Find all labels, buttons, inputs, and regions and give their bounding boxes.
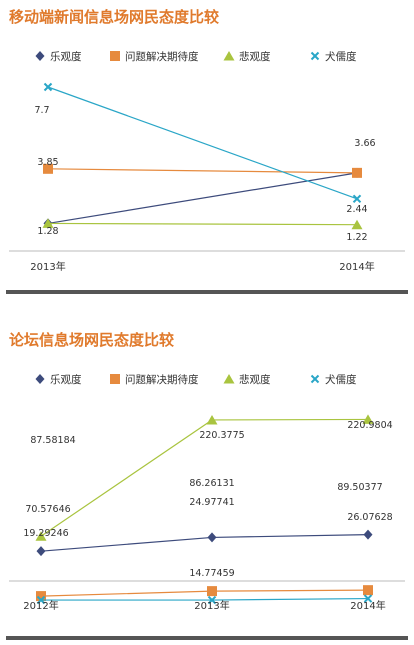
data-point bbox=[36, 591, 46, 602]
data-label: 3.66 bbox=[354, 138, 375, 149]
legend-entry: 乐观度 bbox=[50, 373, 82, 386]
series-line bbox=[41, 597, 369, 601]
chart-panel-forum: 论坛信息场网民态度比较乐观度 问题解决期待度 悲观度 犬儒度 70.57646 86.26… bbox=[0, 318, 414, 645]
data-point bbox=[207, 595, 217, 605]
data-label: 220.9804 bbox=[347, 420, 392, 431]
data-label: 1.22 bbox=[346, 232, 367, 243]
divider-bar bbox=[6, 636, 408, 640]
x-tick-label: 2013年 bbox=[194, 599, 229, 612]
data-label: 220.3775 bbox=[199, 430, 244, 441]
data-label: 87.58184 bbox=[30, 435, 75, 446]
data-label: 1.28 bbox=[37, 226, 58, 237]
legend-marker bbox=[110, 51, 120, 61]
data-point bbox=[43, 163, 53, 174]
legend-entry: 问题解决期待度 bbox=[125, 373, 199, 386]
data-point bbox=[363, 529, 373, 540]
divider-bar bbox=[6, 290, 408, 294]
x-tick-label: 2013年 bbox=[30, 260, 65, 273]
data-point bbox=[363, 594, 373, 603]
legend-entry: 问题解决期待度 bbox=[125, 50, 199, 63]
data-point bbox=[352, 167, 362, 178]
x-tick-label: 2014年 bbox=[350, 599, 385, 612]
legend-entry: 犬儒度 bbox=[325, 373, 357, 386]
series-line bbox=[47, 86, 358, 200]
data-point bbox=[36, 595, 46, 605]
data-label: 89.50377 bbox=[337, 482, 382, 493]
legend-entry: 悲观度 bbox=[239, 50, 271, 63]
data-label: 86.26131 bbox=[189, 478, 234, 489]
data-point bbox=[42, 218, 54, 228]
data-point bbox=[206, 414, 218, 425]
data-label: 24.97741 bbox=[189, 497, 234, 508]
data-point bbox=[362, 414, 374, 424]
legend-marker bbox=[310, 51, 320, 61]
legend-marker bbox=[35, 374, 45, 384]
legend-marker bbox=[110, 374, 120, 384]
data-point bbox=[351, 219, 363, 230]
data-label: 26.07628 bbox=[347, 512, 392, 523]
series-line bbox=[47, 222, 358, 226]
chart-panel-mobile: 移动端新闻信息场网民态度比较乐观度 问题解决期待度 悲观度 犬儒度 3.66 3.85 1.… bbox=[0, 0, 414, 300]
legend-marker bbox=[35, 51, 45, 61]
data-label: 19.29246 bbox=[23, 528, 68, 539]
data-point bbox=[36, 546, 46, 557]
x-tick-label: 2012年 bbox=[23, 599, 58, 612]
legend-marker bbox=[223, 374, 235, 384]
data-label: 70.57646 bbox=[25, 504, 70, 515]
data-label: 7.7 bbox=[34, 105, 49, 116]
series-line bbox=[40, 533, 369, 552]
chart-title: 移动端新闻信息场网民态度比较 bbox=[9, 8, 219, 26]
data-point bbox=[43, 82, 53, 92]
data-point bbox=[207, 532, 217, 543]
chart-title: 论坛信息场网民态度比较 bbox=[9, 331, 174, 349]
data-point bbox=[352, 194, 362, 203]
data-label: 14.77459 bbox=[189, 568, 234, 579]
legend-marker bbox=[223, 51, 235, 61]
data-point bbox=[207, 586, 217, 597]
legend-entry: 乐观度 bbox=[50, 50, 82, 63]
legend-entry: 悲观度 bbox=[239, 373, 271, 386]
legend-entry: 犬儒度 bbox=[325, 50, 357, 63]
legend-marker bbox=[310, 374, 320, 384]
series-line bbox=[47, 172, 358, 225]
data-point bbox=[363, 585, 373, 596]
data-label: 3.85 bbox=[37, 157, 58, 168]
x-tick-label: 2014年 bbox=[339, 260, 374, 273]
data-point bbox=[35, 531, 47, 541]
data-label: 2.44 bbox=[346, 204, 367, 215]
series-line bbox=[47, 168, 358, 174]
series-line bbox=[40, 589, 369, 597]
